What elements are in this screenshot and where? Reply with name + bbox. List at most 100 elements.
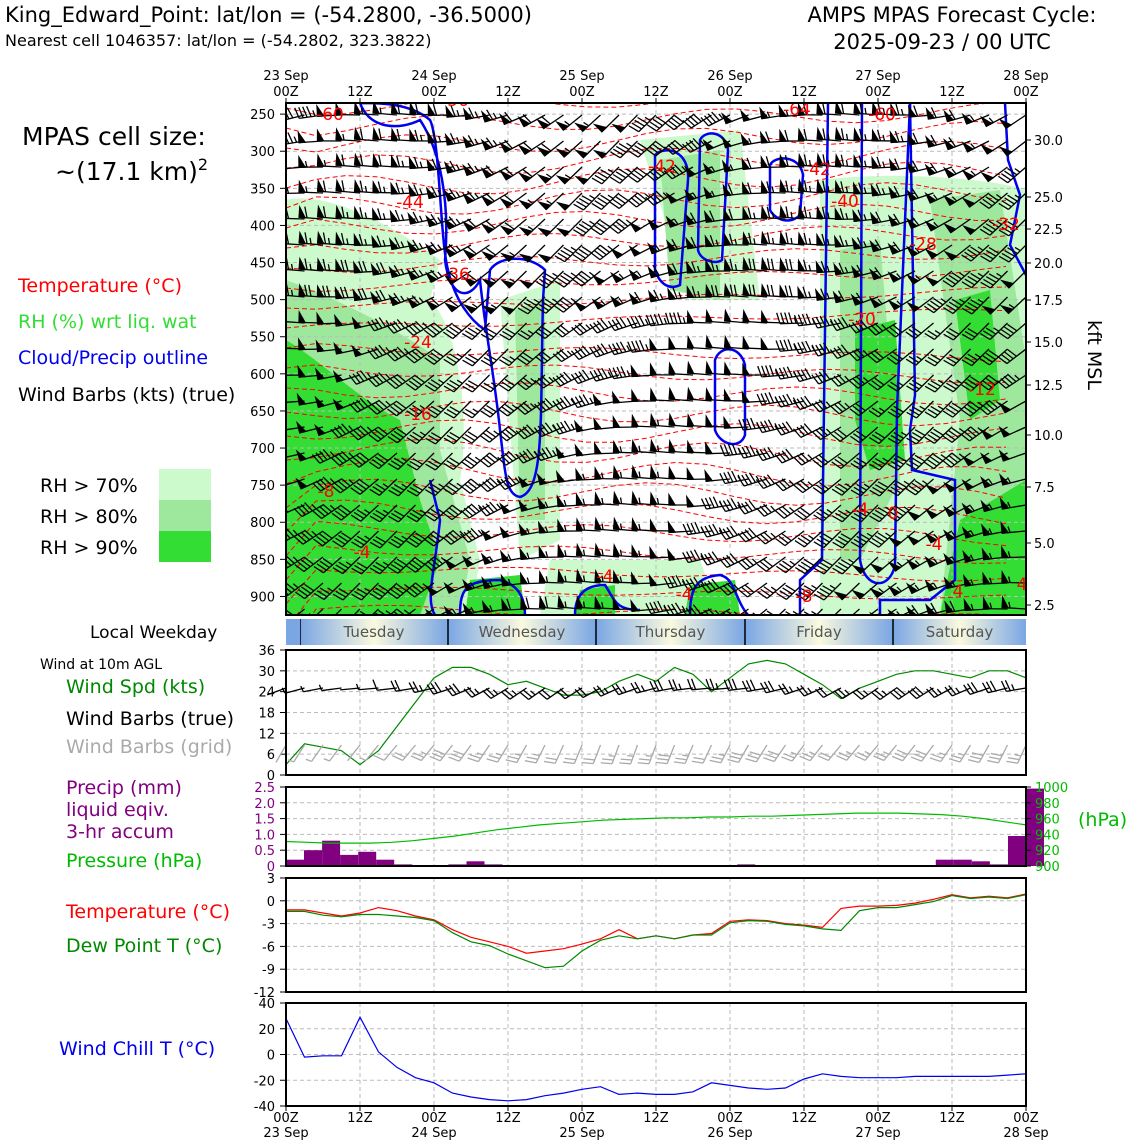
barb-half [1007, 501, 1011, 508]
barb-full [853, 460, 864, 468]
barb-full [461, 461, 472, 469]
barb-half [956, 379, 963, 384]
barb-full [933, 428, 944, 436]
temperature-contour-label: -32 [992, 215, 1020, 235]
barb-half [456, 137, 460, 144]
barb-full [964, 278, 975, 286]
barb-half [1008, 303, 1015, 309]
weekday-segment [745, 619, 893, 645]
barb-full [759, 449, 768, 460]
barb-full [485, 165, 495, 175]
temperature-contour-label: -42 [803, 160, 831, 180]
barb-flag [905, 245, 919, 258]
wind-barb [942, 504, 971, 518]
barb-flag [612, 490, 621, 505]
wind-barb [681, 576, 712, 592]
wind-barb [537, 192, 564, 211]
barb-full [856, 457, 867, 465]
barb-full [914, 480, 925, 488]
wind-barb [538, 569, 564, 584]
barb-flag [646, 218, 660, 231]
wind-barb [905, 244, 934, 258]
barb-full [269, 134, 275, 144]
wind-barb [517, 296, 546, 315]
wind-barb [832, 530, 860, 549]
barb-full [800, 507, 811, 516]
barb-full [405, 565, 416, 573]
barb-staff [293, 744, 306, 763]
barb-staff [851, 608, 860, 615]
barb-full [837, 509, 849, 517]
barb-flag [427, 130, 436, 144]
wind-barb [442, 504, 472, 521]
wind-barb [294, 582, 324, 600]
barb-full [727, 184, 734, 196]
barb-full [448, 244, 458, 254]
barb-flag [262, 391, 268, 401]
barb-full [837, 561, 849, 569]
legend-temperature-2: Temperature (°C) [65, 901, 230, 923]
wind-barb [591, 218, 620, 236]
barb-full [627, 341, 633, 353]
wind-barb [645, 166, 675, 182]
barb-half [919, 405, 926, 411]
barb-full [948, 354, 960, 361]
barb-full [714, 285, 719, 297]
barb-half [959, 298, 966, 304]
wind-barb [961, 244, 990, 262]
barb-full [500, 691, 511, 700]
barb-full [970, 681, 979, 693]
barb-full [405, 382, 416, 391]
barb-half [419, 188, 423, 195]
barb-full [645, 172, 656, 182]
barb-flag [593, 417, 603, 431]
barb-full [467, 481, 478, 490]
barb-half [770, 505, 776, 512]
barb-half [292, 583, 299, 589]
barb-half [826, 238, 830, 246]
barb-staff [423, 608, 435, 615]
wind-barb [298, 179, 324, 194]
barb-full [798, 590, 809, 598]
barb-full [430, 558, 440, 567]
barb-full [354, 564, 365, 572]
barb-full [427, 354, 438, 363]
barb-full [504, 476, 513, 487]
barb-full [430, 241, 439, 252]
barb-full [890, 434, 902, 442]
barb-full [611, 684, 620, 695]
barb-full [912, 132, 919, 144]
barb-full [801, 341, 808, 353]
barb-full [796, 398, 805, 409]
barb-full [541, 116, 551, 125]
barb-full [874, 535, 886, 543]
barb-half [863, 241, 867, 248]
barb-half [627, 754, 634, 757]
barb-full [653, 314, 660, 326]
barb-full [396, 319, 406, 329]
barb-flag [686, 413, 695, 427]
wind-barb [553, 322, 583, 338]
barb-full [1004, 170, 1015, 178]
barb-full [948, 454, 959, 464]
barb-flag [980, 143, 994, 155]
wind-barb [817, 744, 842, 762]
barb-full [747, 182, 752, 194]
barb-flag [924, 163, 937, 176]
wind-barb [352, 287, 379, 302]
barb-full [634, 145, 645, 153]
barb-flag [665, 192, 678, 204]
barb-full [538, 303, 550, 312]
barb-full [738, 419, 744, 431]
temperature-contour [286, 140, 1007, 174]
barb-flag [480, 195, 494, 207]
barb-full [578, 371, 587, 382]
wind-barb [627, 339, 657, 353]
barb-full [578, 248, 589, 257]
barb-half [544, 501, 549, 508]
barb-full [544, 596, 549, 609]
barb-full [349, 459, 360, 468]
barb-full [386, 352, 396, 362]
barb-full [396, 155, 401, 167]
barb-flag [741, 157, 751, 171]
